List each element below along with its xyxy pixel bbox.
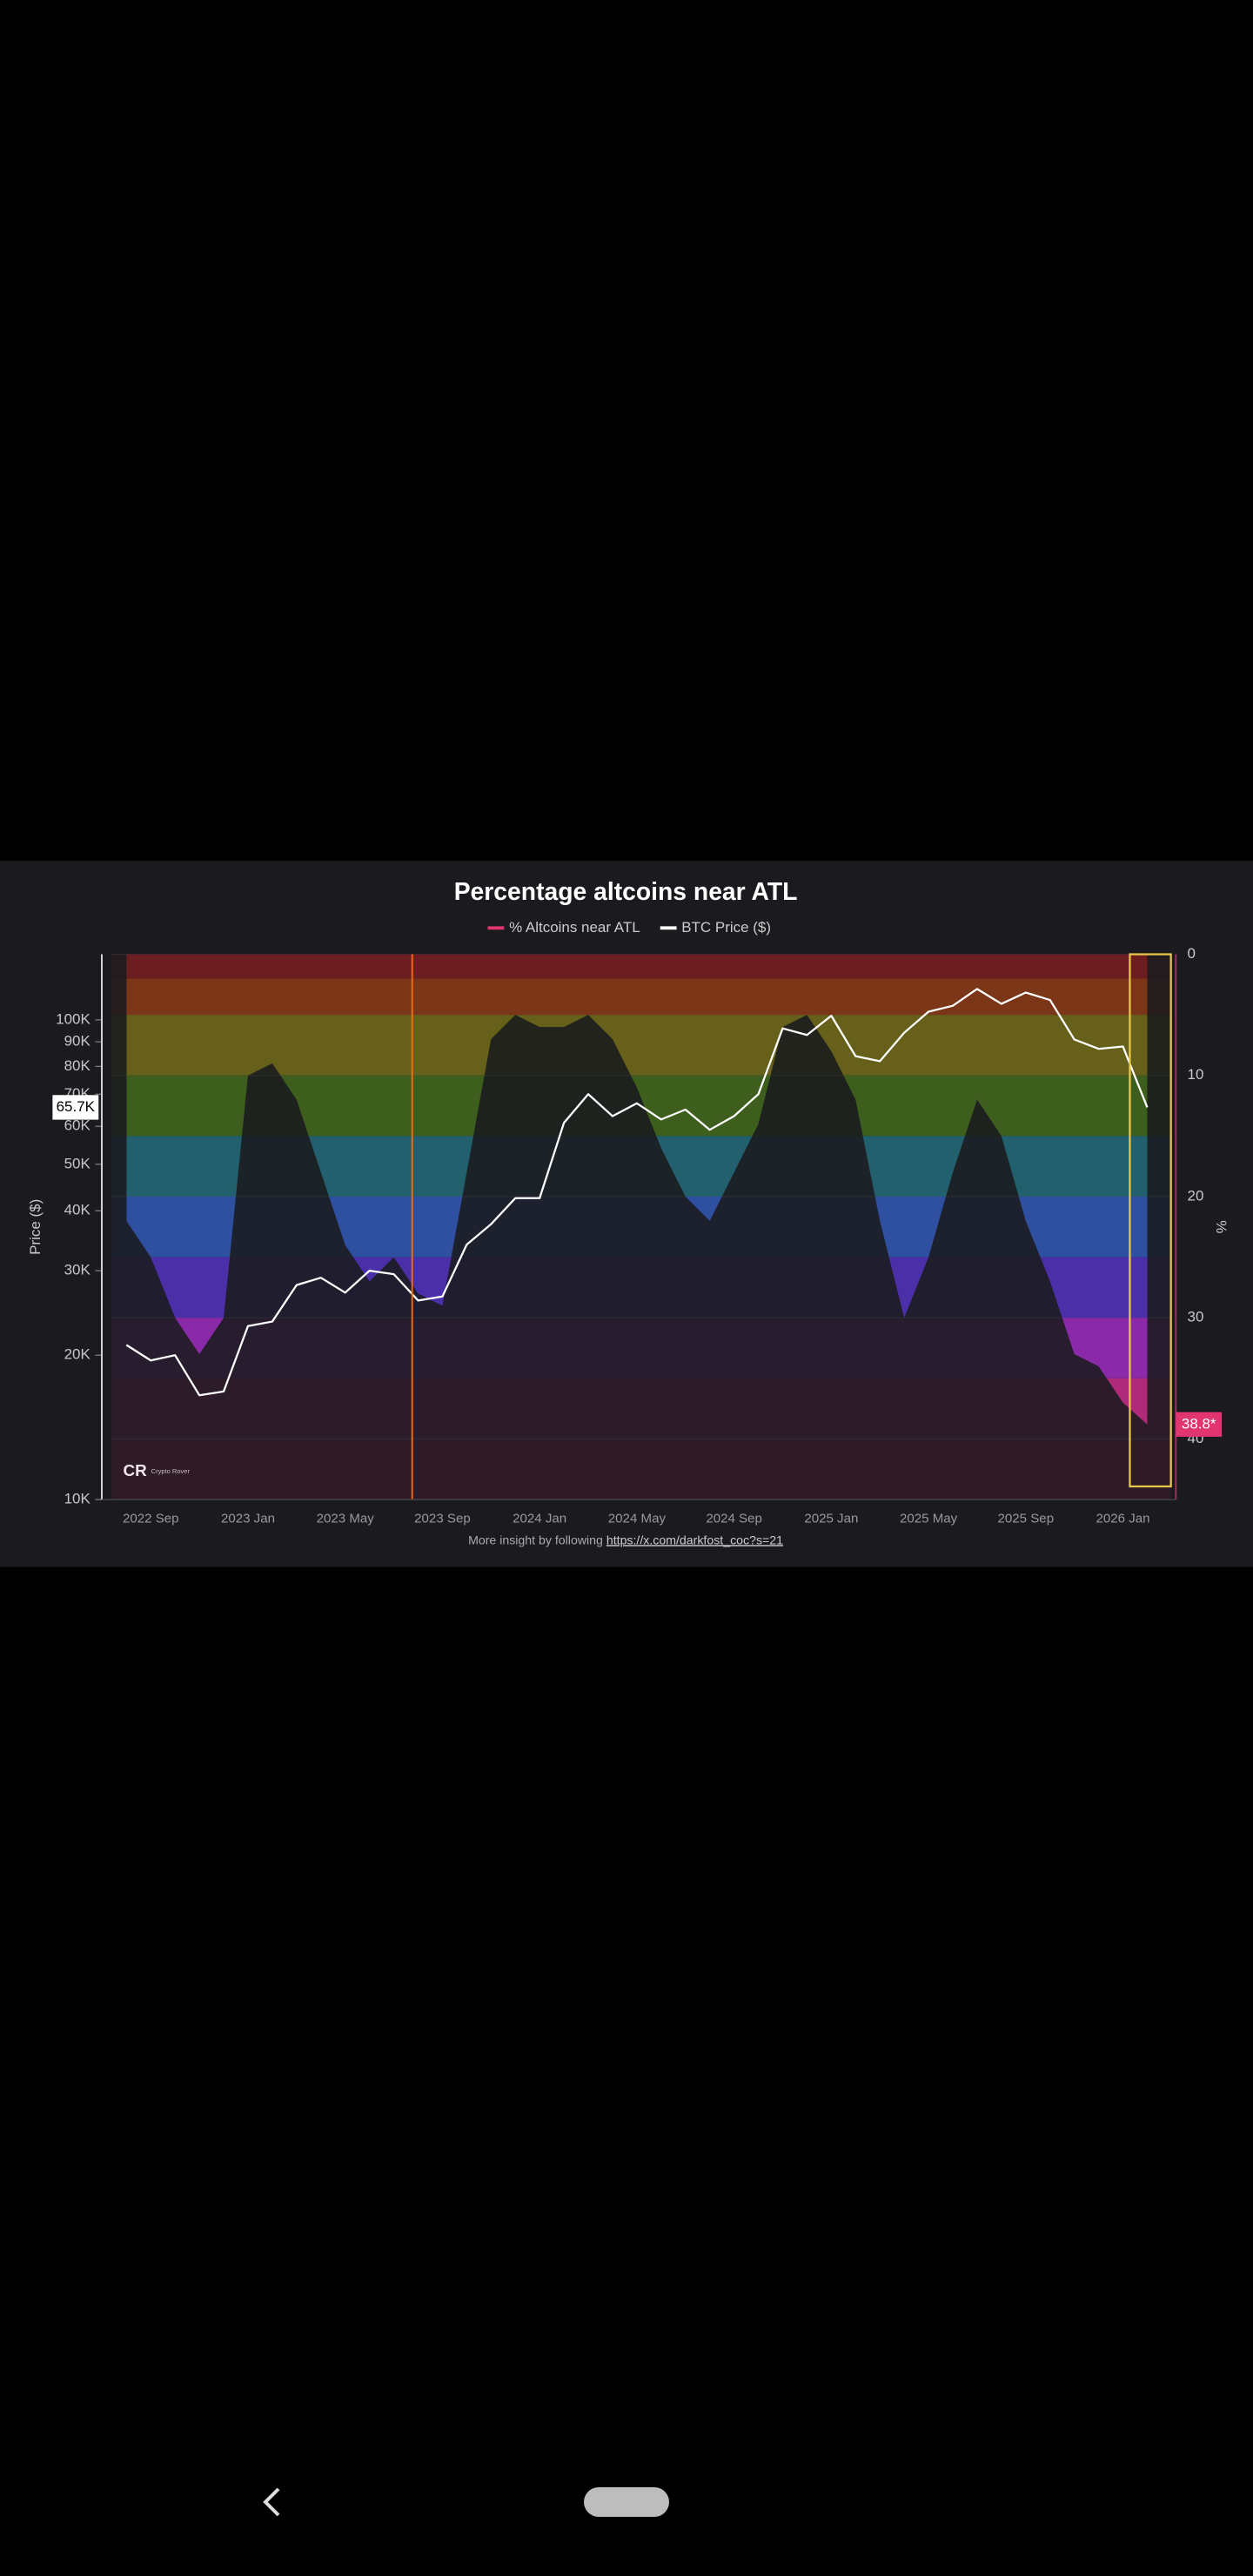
y-tick-label: 100K [56,1010,90,1027]
x-tick-label: 2025 Sep [998,1512,1055,1526]
x-tick-label: 2024 May [608,1512,667,1526]
source-note: More insight by following https://x.com/… [468,1533,783,1546]
y-tick-label: 30K [64,1262,91,1278]
x-tick-label: 2025 May [900,1512,958,1526]
y-axis-label: Price ($) [27,1199,44,1255]
annotation-label: 65.7K [57,1098,96,1115]
x-tick-label: 2024 Sep [706,1512,762,1526]
y2-tick-label: 0 [1188,945,1196,962]
y-tick-label: 60K [64,1117,91,1134]
chart-title: Percentage altcoins near ATL [454,877,798,905]
band-background [111,1257,1171,1318]
legend-label: BTC Price ($) [681,919,771,936]
band [126,1015,1148,1076]
back-button[interactable] [263,2487,280,2517]
logo-mark: CR [124,1461,148,1479]
logo-text: Crypto Rover [151,1467,191,1475]
y-tick-label: 40K [64,1202,91,1218]
y2-axis-label: % [1213,1220,1230,1233]
x-tick-label: 2023 Sep [414,1512,471,1526]
y2-tick-label: 10 [1188,1066,1204,1083]
band-background [111,1378,1171,1439]
y-tick-label: 50K [64,1155,91,1171]
x-tick-label: 2024 Jan [513,1512,566,1526]
btc-price-line [125,988,1149,1397]
x-tick-label: 2023 May [317,1512,375,1526]
y-tick-label: 90K [64,1033,91,1050]
y-tick-label: 10K [64,1491,91,1507]
band-background [111,1439,1171,1500]
x-tick-label: 2025 Jan [804,1512,858,1526]
y-tick-label: 20K [64,1346,91,1363]
nav-bar [263,2487,669,2517]
x-tick-label: 2022 Sep [123,1512,179,1526]
band [126,954,1148,979]
annotation-box [52,1095,99,1120]
chart: Percentage altcoins near ATL Price ($) %… [0,860,1253,1567]
source-link[interactable]: https://x.com/darkfost_coc?s=21 [606,1533,783,1546]
band-background [111,1318,1171,1379]
y2-tick-label: 20 [1188,1187,1204,1204]
band-background [111,1197,1171,1258]
source-text: More insight by following [468,1533,603,1546]
legend-label: % Altcoins near ATL [509,919,640,936]
logo: CR Crypto Rover [124,1461,191,1479]
y-tick-label: 80K [64,1057,91,1074]
home-button[interactable] [584,2487,669,2517]
band [126,978,1148,1016]
x-tick-label: 2023 Jan [221,1512,275,1526]
band-background [111,1136,1171,1197]
annotation-label: 38.8* [1182,1415,1216,1432]
annotation-box [1176,1412,1223,1437]
highlight-box [1129,953,1172,1488]
y2-tick-label: 30 [1188,1309,1204,1325]
x-tick-label: 2026 Jan [1096,1512,1150,1526]
